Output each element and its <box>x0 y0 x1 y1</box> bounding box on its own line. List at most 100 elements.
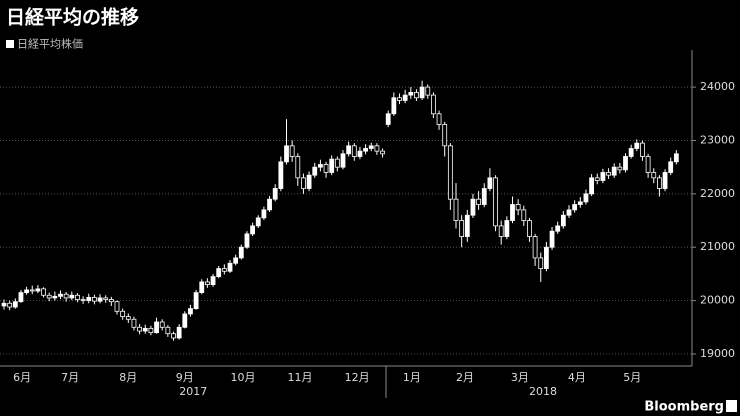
candle-body <box>414 92 419 99</box>
x-tick-label: 12月 <box>345 371 370 384</box>
candle-body <box>238 246 244 259</box>
candle-body <box>103 297 109 300</box>
candle-body <box>447 145 453 200</box>
candle-body <box>515 204 521 211</box>
candle-body <box>600 172 606 181</box>
candle-body <box>527 220 532 237</box>
candle-body <box>317 164 323 168</box>
x-tick-label: 11月 <box>288 371 313 384</box>
candle-body <box>92 297 97 302</box>
candle-body <box>498 225 504 237</box>
candle-body <box>538 257 544 269</box>
candle-body <box>244 233 250 248</box>
candle-body <box>651 172 657 179</box>
year-label: 2018 <box>529 385 557 398</box>
candle-body <box>199 281 205 294</box>
legend-swatch <box>6 40 14 48</box>
candle-body <box>402 94 408 101</box>
candle-body <box>572 204 578 211</box>
candle-body <box>267 198 272 211</box>
candle-body <box>193 292 199 310</box>
candle-body <box>312 166 318 176</box>
candle-body <box>159 321 165 328</box>
candle-body <box>41 288 46 296</box>
candle-body <box>453 198 459 221</box>
candle-body <box>137 326 143 332</box>
y-tick-label: 22000 <box>700 187 735 200</box>
candle-body <box>165 326 171 335</box>
candle-body <box>272 188 278 200</box>
candle-body <box>255 217 261 227</box>
x-tick-label: 4月 <box>568 371 586 384</box>
candle-body <box>504 220 510 237</box>
candle-body <box>380 150 385 155</box>
candle-body <box>7 302 13 308</box>
candle-body <box>645 156 651 173</box>
x-tick-label: 8月 <box>119 371 137 384</box>
candle-body <box>657 177 662 189</box>
candle-body <box>142 327 148 332</box>
candle-body <box>368 145 374 149</box>
candle-body <box>148 327 154 334</box>
candle-body <box>210 276 216 285</box>
candle-body <box>493 177 498 227</box>
brand-icon <box>726 400 737 412</box>
x-tick-label: 6月 <box>13 371 31 384</box>
candle-body <box>125 316 131 320</box>
x-tick-label: 7月 <box>61 371 79 384</box>
x-tick-label: 9月 <box>176 371 194 384</box>
candle-body <box>46 294 52 299</box>
candle-body <box>673 153 679 163</box>
candle-body <box>12 301 18 308</box>
candle-body <box>442 124 448 147</box>
candle-body <box>154 321 159 334</box>
candle-body <box>606 172 611 176</box>
candle-body <box>35 288 41 292</box>
candle-body <box>289 145 295 157</box>
candle-body <box>114 301 120 312</box>
candle-body <box>69 294 75 299</box>
candle-body <box>18 292 24 303</box>
candle-body <box>611 166 617 176</box>
candle-body <box>301 177 306 189</box>
candle-body <box>544 246 549 269</box>
y-tick-label: 24000 <box>700 80 735 93</box>
candle-body <box>323 164 329 173</box>
x-tick-label: 3月 <box>511 371 529 384</box>
x-tick-label: 5月 <box>623 371 641 384</box>
chart-title: 日経平均の推移 <box>6 6 139 29</box>
candle-body <box>97 297 103 302</box>
candle-body <box>425 86 431 96</box>
candle-body <box>555 225 561 232</box>
candle-body <box>470 198 476 216</box>
candle-body <box>566 209 572 216</box>
candle-body <box>560 214 566 227</box>
brand: Bloomberg <box>644 400 724 415</box>
candle-body <box>182 313 188 328</box>
candle-body <box>1 302 7 307</box>
candle-body <box>75 294 80 300</box>
candle-body <box>278 161 284 189</box>
candle-body <box>176 326 182 339</box>
candle-body <box>634 142 640 149</box>
candle-body <box>662 172 668 189</box>
candle-body <box>334 158 340 168</box>
candle-body <box>216 268 222 277</box>
candle-body <box>351 145 357 157</box>
year-label: 2017 <box>179 385 207 398</box>
candle-body <box>374 145 380 152</box>
candle-body <box>204 281 210 285</box>
candle-body <box>589 177 594 195</box>
candle-body <box>363 148 369 152</box>
candle-body <box>594 177 600 181</box>
candle-body <box>86 297 92 302</box>
candle-body <box>510 204 515 221</box>
candle-body <box>583 193 589 203</box>
candle-body <box>346 145 352 155</box>
y-tick-label: 20000 <box>700 294 735 307</box>
candle-body <box>227 262 233 272</box>
candle-body <box>487 177 493 189</box>
candle-body <box>340 153 346 168</box>
candle-body <box>419 86 425 99</box>
